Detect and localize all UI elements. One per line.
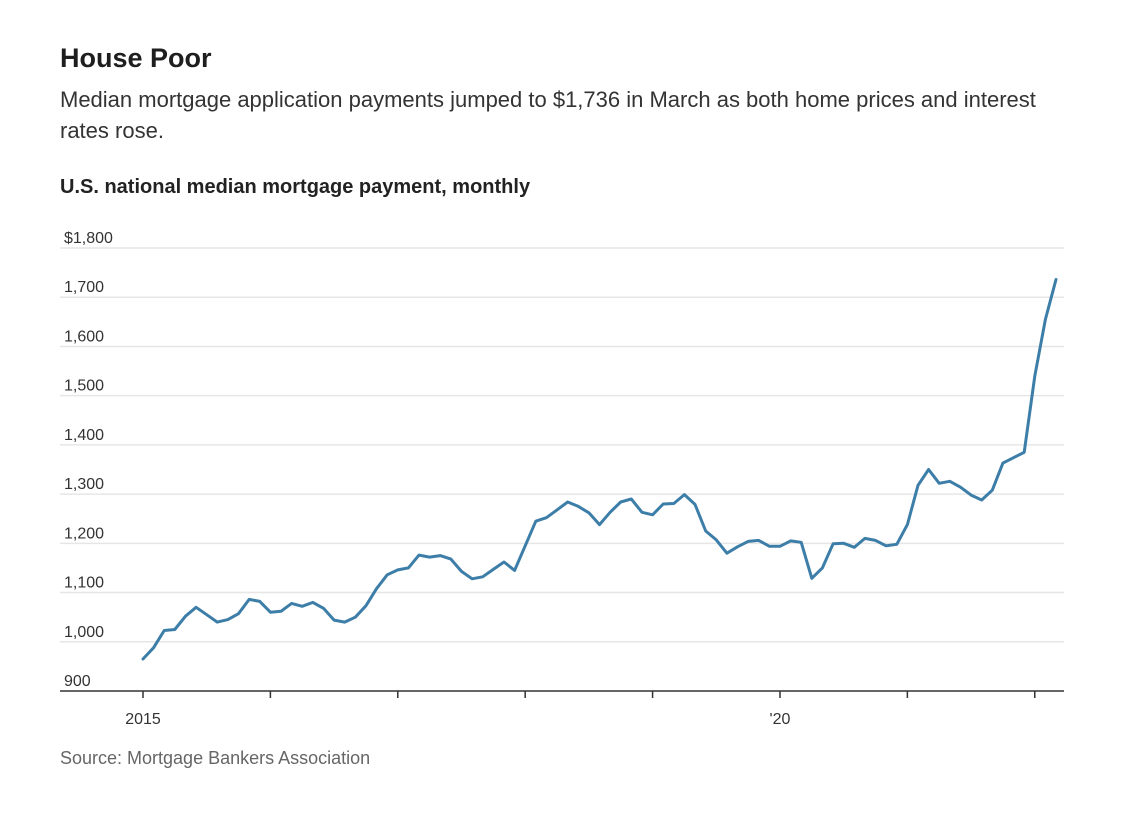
x-axis: 2015 '20 bbox=[60, 690, 1064, 728]
y-tick-label: 900 bbox=[64, 673, 91, 690]
y-tick-label: 1,500 bbox=[64, 378, 104, 395]
x-tick-label: 2015 bbox=[125, 711, 161, 728]
y-tick-label: 1,200 bbox=[64, 525, 104, 542]
y-tick-label: 1,700 bbox=[64, 279, 104, 296]
y-tick-label: 1,400 bbox=[64, 427, 104, 444]
y-tick-label: 1,600 bbox=[64, 328, 104, 345]
y-axis-tick-labels: 900 1,000 1,100 1,200 1,300 1,400 1,500 1,600 1,… bbox=[64, 230, 113, 690]
y-tick-label: $1,800 bbox=[64, 230, 113, 247]
series-layer bbox=[141, 278, 1058, 661]
chart-label: U.S. national median mortgage payment, m… bbox=[60, 176, 531, 198]
series-line bbox=[141, 278, 1058, 661]
source-note: Source: Mortgage Bankers Association bbox=[60, 748, 371, 768]
chart-subtitle: Median mortgage application payments jum… bbox=[60, 87, 1036, 143]
gridlines bbox=[60, 247, 1064, 643]
x-tick-label: '20 bbox=[770, 711, 791, 728]
y-tick-label: 1,000 bbox=[64, 624, 104, 641]
chart-title: House Poor bbox=[60, 43, 212, 73]
y-tick-label: 1,300 bbox=[64, 476, 104, 493]
y-tick-label: 1,100 bbox=[64, 575, 104, 592]
